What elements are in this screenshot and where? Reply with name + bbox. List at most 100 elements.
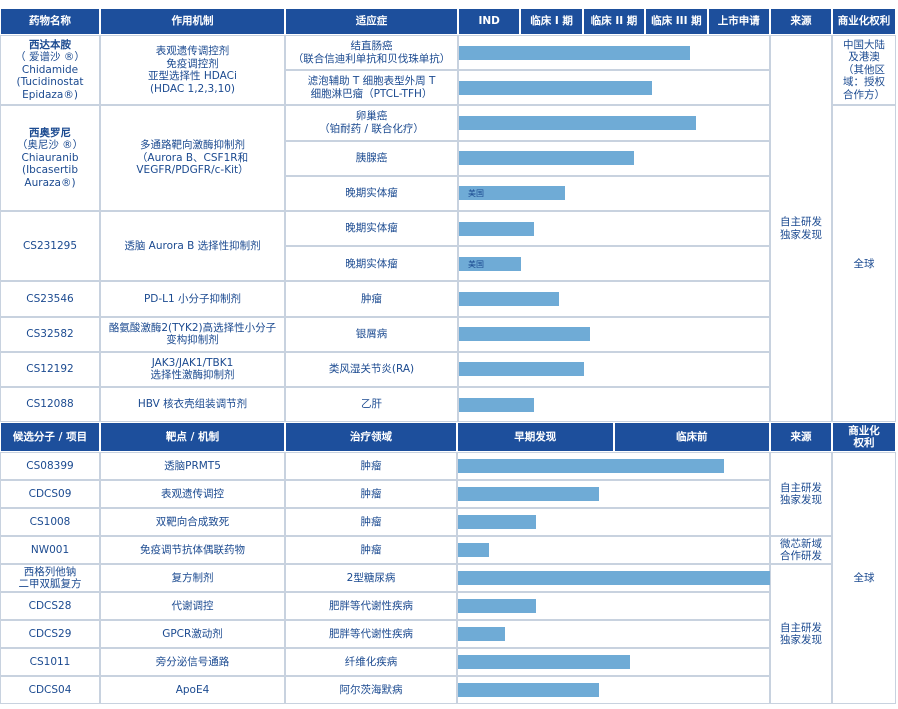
mechanism-cell: 透脑 Aurora B 选择性抑制剂 bbox=[100, 211, 285, 282]
text-line: CS12192 bbox=[26, 363, 74, 376]
source-cell: 自主研发 独家发现 bbox=[770, 452, 832, 537]
area-cell: 肿瘤 bbox=[285, 452, 457, 481]
text-line: 透脑PRMT5 bbox=[164, 459, 221, 472]
indication-cell: 类风湿关节炎(RA) bbox=[285, 351, 458, 387]
area-cell: 2型糖尿病 bbox=[285, 564, 457, 593]
stage-cell bbox=[457, 480, 770, 509]
indication-cell: 滤泡辅助 T 细胞表型外周 T 细胞淋巴瘤（PTCL-TFH） bbox=[285, 70, 458, 106]
target-cell: 免疫调节抗体偶联药物 bbox=[100, 536, 285, 565]
area-cell: 肥胖等代谢性疾病 bbox=[285, 620, 457, 649]
text-line: 临床 I 期 bbox=[530, 15, 573, 28]
header-cell: 来源 bbox=[770, 8, 832, 35]
candidate-cell: CDCS04 bbox=[0, 676, 100, 705]
stage-cell bbox=[458, 175, 770, 211]
progress-bar bbox=[459, 327, 591, 342]
area-cell: 肿瘤 bbox=[285, 536, 457, 565]
text-line: 临床 III 期 bbox=[651, 15, 702, 28]
stage-cell bbox=[458, 246, 770, 282]
text-line: 二甲双胍复方 bbox=[18, 578, 82, 591]
progress-bar bbox=[458, 571, 771, 586]
target-cell: GPCR激动剂 bbox=[100, 620, 285, 649]
text-line: （其他区 bbox=[843, 63, 885, 76]
text-line: 全球 bbox=[853, 571, 875, 584]
text-line: ApoE4 bbox=[175, 683, 210, 696]
text-line: 选择性激酶抑制剂 bbox=[150, 369, 235, 382]
text-line: CDCS04 bbox=[28, 683, 72, 696]
candidate-cell: CDCS29 bbox=[0, 620, 100, 649]
text-line: （ 爱谱沙 ®） bbox=[15, 51, 85, 64]
text-line: CS32582 bbox=[26, 327, 74, 340]
stage-cell bbox=[458, 316, 770, 352]
text-line: （铂耐药 / 联合化疗） bbox=[319, 122, 424, 135]
progress-bar bbox=[458, 599, 537, 614]
text-line: 晚期实体瘤 bbox=[345, 257, 398, 270]
rights-cell: 全球 bbox=[832, 105, 896, 423]
text-line: 自主研发 bbox=[780, 216, 822, 229]
stage-cell bbox=[458, 35, 770, 71]
text-line: Epidaza®) bbox=[22, 88, 78, 101]
area-cell: 肥胖等代谢性疾病 bbox=[285, 592, 457, 621]
target-cell: 表观遗传调控 bbox=[100, 480, 285, 509]
mechanism-cell: 表观遗传调控剂 免疫调控剂 亚型选择性 HDACi (HDAC 1,2,3,10) bbox=[100, 35, 285, 106]
progress-bar bbox=[458, 459, 725, 474]
header-cell: 药物名称 bbox=[0, 8, 100, 35]
text-line: 靶点 / 机制 bbox=[165, 430, 220, 443]
text-line: 合作方） bbox=[843, 88, 885, 101]
progress-bar bbox=[459, 397, 534, 412]
indication-cell: 晚期实体瘤 bbox=[285, 246, 458, 282]
indication-cell: 结直肠癌 （联合信迪利单抗和贝伐珠单抗） bbox=[285, 35, 458, 71]
text-line: 2型糖尿病 bbox=[346, 571, 396, 584]
progress-bar bbox=[459, 221, 534, 236]
text-line: 结直肠癌 bbox=[350, 40, 393, 53]
drug-cell: 西达本胺（ 爱谱沙 ®） Chidamide (Tucidinostat Epidaz… bbox=[0, 35, 100, 106]
text-line: 独家发现 bbox=[780, 494, 822, 507]
header-cell: 作用机制 bbox=[100, 8, 285, 35]
progress-bar bbox=[459, 186, 566, 201]
mechanism-cell: HBV 核衣壳组装调节剂 bbox=[100, 387, 285, 423]
mechanism-cell: PD-L1 小分子抑制剂 bbox=[100, 281, 285, 317]
text-line: (Ibcasertib bbox=[21, 164, 78, 177]
header-cell: 靶点 / 机制 bbox=[100, 422, 285, 453]
header-cell: 治疗领域 bbox=[285, 422, 457, 453]
text-line: PD-L1 小分子抑制剂 bbox=[143, 292, 242, 305]
indication-cell: 晚期实体瘤 bbox=[285, 175, 458, 211]
text-line: CS23546 bbox=[26, 292, 74, 305]
progress-bar bbox=[458, 655, 631, 670]
area-cell: 肿瘤 bbox=[285, 508, 457, 537]
header-cell: IND bbox=[458, 8, 521, 35]
header-cell: 早期发现 bbox=[457, 422, 614, 453]
text-line: 免疫调节抗体偶联药物 bbox=[140, 543, 245, 556]
stage-cell bbox=[458, 351, 770, 387]
text-line: 肿瘤 bbox=[360, 459, 382, 472]
candidate-cell: CS1011 bbox=[0, 648, 100, 677]
text-line: 西奥罗尼 bbox=[29, 126, 71, 139]
text-line: JAK3/JAK1/TBK1 bbox=[151, 356, 234, 369]
text-line: 肥胖等代谢性疾病 bbox=[329, 627, 413, 640]
text-line: 免疫调控剂 bbox=[166, 57, 219, 70]
text-line: 表观遗传调控 bbox=[161, 487, 224, 500]
header-cell: 候选分子 / 项目 bbox=[0, 422, 100, 453]
drug-cell: CS32582 bbox=[0, 316, 100, 352]
source-cell: 微芯新域 合作研发 bbox=[770, 536, 832, 565]
progress-bar bbox=[459, 116, 697, 130]
text-line: 肿瘤 bbox=[360, 487, 382, 500]
stage-cell bbox=[457, 508, 770, 537]
text-line: GPCR激动剂 bbox=[162, 627, 223, 640]
progress-bar bbox=[458, 543, 490, 558]
candidate-cell: NW001 bbox=[0, 536, 100, 565]
text-line: 域：授权 bbox=[843, 76, 885, 89]
text-line: （奥尼沙 ®） bbox=[16, 139, 84, 152]
text-line: 治疗领域 bbox=[350, 430, 392, 443]
mechanism-cell: 多通路靶向激酶抑制剂 （Aurora B、CSF1R和 VEGFR/PDGFR/c-… bbox=[100, 105, 285, 211]
candidate-cell: CS08399 bbox=[0, 452, 100, 481]
text-line: 自主研发 bbox=[780, 481, 822, 494]
text-line: 类风湿关节炎(RA) bbox=[328, 363, 415, 376]
stage-cell bbox=[458, 281, 770, 317]
text-line: 合作研发 bbox=[780, 550, 822, 563]
header-cell: 商业化权利 bbox=[832, 422, 896, 453]
indication-cell: 银屑病 bbox=[285, 316, 458, 352]
target-cell: 旁分泌信号通路 bbox=[100, 648, 285, 677]
text-line: NW001 bbox=[30, 543, 70, 556]
text-line: 适应症 bbox=[355, 15, 388, 28]
text-line: CS08399 bbox=[26, 459, 74, 472]
